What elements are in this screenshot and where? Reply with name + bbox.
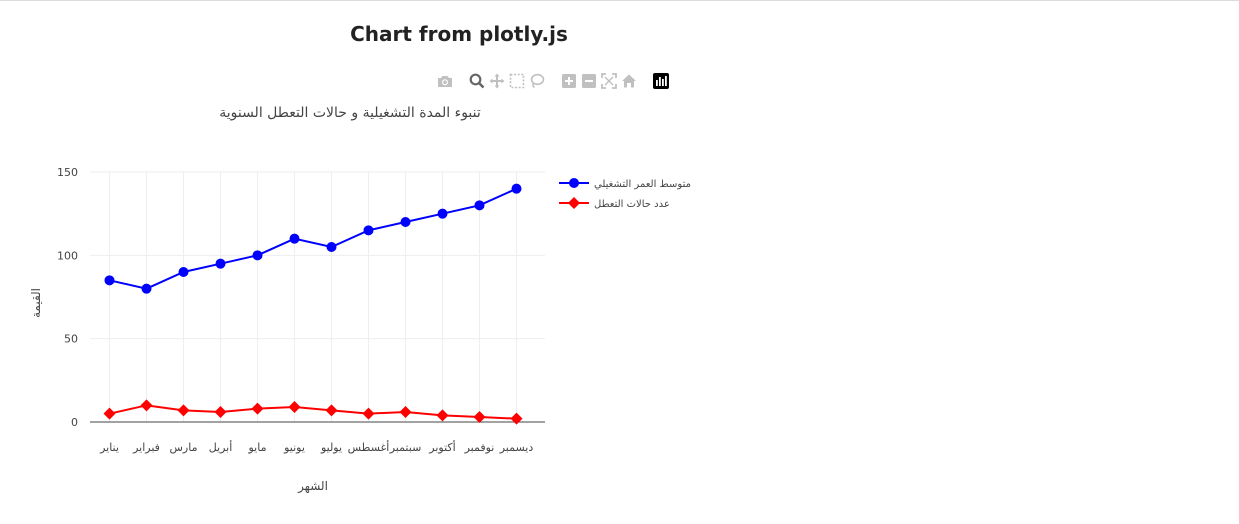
data-point[interactable]	[177, 404, 190, 417]
page-heading: Chart from plotly.js	[350, 22, 568, 46]
plotly-logo-icon[interactable]	[652, 72, 670, 90]
data-point[interactable]	[473, 411, 486, 423]
y-tick-label: 0	[71, 416, 78, 429]
legend-item[interactable]: عدد حالات التعطل	[559, 197, 670, 210]
reset-axes-icon[interactable]	[620, 72, 638, 90]
x-tick-label: أكتوبر	[428, 440, 455, 454]
data-point[interactable]	[326, 242, 337, 252]
data-point[interactable]	[325, 404, 338, 417]
top-rule	[0, 0, 1239, 1]
chart-title: تنبوء المدة التشغيلية و حالات التعطل الس…	[219, 105, 481, 121]
x-tick-label: سبتمبر	[389, 441, 422, 454]
plot-area[interactable]	[103, 183, 523, 425]
data-point[interactable]	[252, 250, 263, 261]
data-point[interactable]	[437, 208, 448, 219]
x-tick-label: يناير	[99, 441, 119, 454]
x-tick-label: يونيو	[283, 441, 305, 454]
y-tick-label: 150	[57, 166, 78, 179]
x-tick-label: نوفمبر	[464, 441, 495, 454]
box-select-icon[interactable]	[508, 72, 526, 90]
series-line	[109, 404, 517, 420]
modebar	[436, 71, 672, 91]
data-point[interactable]	[289, 233, 300, 244]
x-tick-label: فبراير	[132, 441, 160, 454]
pan-icon[interactable]	[488, 72, 506, 90]
data-point[interactable]	[399, 406, 412, 418]
legend-item[interactable]: متوسط العمر التشغيلي	[559, 178, 691, 190]
data-point[interactable]	[140, 399, 153, 412]
data-point[interactable]	[474, 200, 485, 211]
grid	[90, 171, 545, 422]
series-2	[103, 399, 523, 425]
camera-icon[interactable]	[436, 72, 454, 90]
zoom-out-icon[interactable]	[580, 72, 598, 90]
data-point[interactable]	[511, 183, 522, 194]
legend-marker[interactable]	[569, 178, 579, 188]
series-line	[109, 187, 517, 290]
autoscale-icon[interactable]	[600, 72, 618, 90]
x-tick-label: ديسمبر	[499, 441, 534, 454]
x-tick-label: أغسطس	[348, 440, 390, 454]
legend-label: متوسط العمر التشغيلي	[594, 179, 691, 190]
legend-marker[interactable]	[568, 197, 580, 209]
data-point[interactable]	[363, 225, 374, 236]
data-point[interactable]	[288, 401, 301, 413]
x-tick-label: مايو	[248, 441, 267, 454]
data-point[interactable]	[215, 258, 226, 269]
series-1	[104, 183, 522, 294]
data-point[interactable]	[178, 267, 189, 277]
data-point[interactable]	[362, 407, 375, 420]
zoom-in-icon[interactable]	[560, 72, 578, 90]
legend-label: عدد حالات التعطل	[594, 199, 670, 210]
x-axis-title: الشهر	[297, 479, 328, 494]
lasso-icon[interactable]	[528, 72, 546, 90]
data-point[interactable]	[103, 407, 116, 420]
y-tick-label: 100	[57, 249, 78, 262]
data-point[interactable]	[251, 402, 264, 415]
y-tick-label: 50	[64, 333, 78, 346]
axes: 0 50 100 150 يناير فبراير مارس أبريل مايو يونيو يو…	[57, 166, 545, 454]
data-point[interactable]	[510, 412, 523, 425]
x-tick-label: مارس	[170, 441, 198, 454]
data-point[interactable]	[104, 275, 115, 286]
data-point[interactable]	[400, 217, 411, 227]
x-tick-label: أبريل	[209, 440, 233, 454]
data-point[interactable]	[141, 283, 152, 294]
zoom-icon[interactable]	[468, 72, 486, 90]
legend[interactable]: متوسط العمر التشغيلي عدد حالات التعطل	[559, 178, 691, 210]
y-axis-title: القيمة	[29, 288, 43, 318]
data-point[interactable]	[436, 409, 449, 422]
x-tick-label: يوليو	[320, 441, 342, 454]
data-point[interactable]	[214, 406, 227, 418]
